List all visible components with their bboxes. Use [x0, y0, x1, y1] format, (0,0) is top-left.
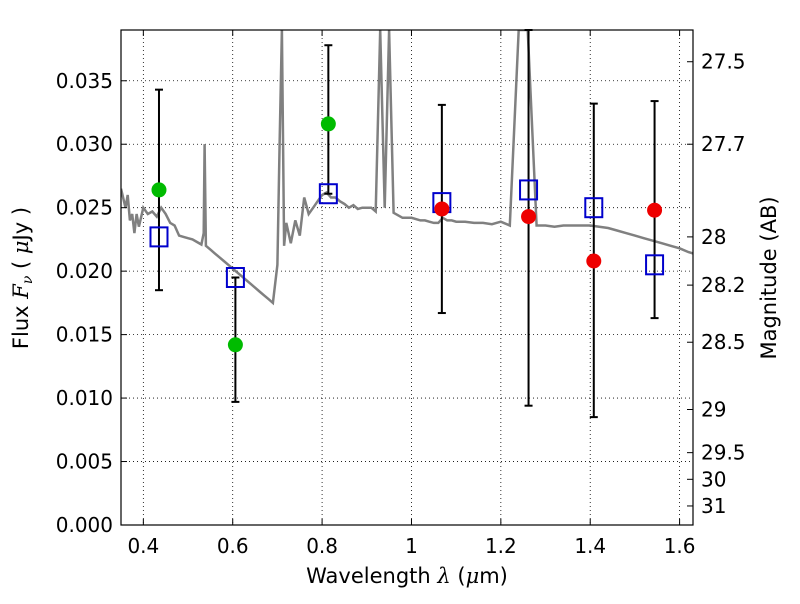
y-tick-label: 0.015 [56, 323, 113, 347]
square-marker [225, 267, 245, 288]
x-tick-label: 1.4 [574, 534, 606, 558]
y2-tick-label: 28.5 [701, 330, 746, 354]
circle-marker [227, 337, 243, 353]
x-tick-label: 1.2 [485, 534, 517, 558]
circle-marker [647, 202, 663, 218]
x-tick-label: 0.6 [217, 534, 249, 558]
square-marker [584, 197, 604, 219]
y2-tick-label: 29 [701, 398, 726, 422]
y2-axis-label: Magnitude (AB) [757, 196, 781, 359]
y-tick-label: 0.005 [56, 450, 113, 474]
plot-frame [120, 29, 694, 526]
y-tick-label: 0.035 [56, 69, 113, 93]
plot-background [121, 30, 693, 525]
y2-tick-label: 28 [701, 225, 726, 249]
y2-axis-ticks: 27.5 27.7 28 28.2 28.5 29 29.530 31 [687, 50, 746, 518]
square-marker [318, 183, 338, 205]
y2-tick-label: 27.5 [701, 50, 746, 74]
x-axis-ticks: 0.4 0.6 0.8 1 1.2 1.4 1.6 [127, 30, 696, 558]
model-spectrum [121, 30, 693, 306]
spectrum-line [121, 30, 693, 306]
y2-tick-label: 29.5 [701, 441, 746, 465]
circle-marker [586, 253, 602, 269]
y-axis-label: Flux Fν ( μJy ) [9, 207, 36, 349]
y2-tick-label: 30 [701, 467, 726, 491]
square-marker [149, 226, 169, 248]
y2-tick-label: 27.7 [701, 132, 746, 156]
y2-tick-label: 28.2 [701, 273, 746, 297]
square-marker [645, 254, 665, 276]
y-tick-label: 0.010 [56, 386, 113, 410]
circle-marker [151, 182, 167, 198]
y2-tick-label: 31 [701, 494, 726, 518]
y-tick-label: 0.025 [56, 196, 113, 220]
circle-marker [521, 209, 537, 225]
x-tick-label: 0.8 [306, 534, 338, 558]
x-tick-label: 1.6 [664, 534, 696, 558]
x-tick-label: 1 [405, 534, 418, 558]
data-markers [149, 116, 665, 353]
y-tick-label: 0.030 [56, 132, 113, 156]
circle-marker [320, 116, 336, 132]
y-axis-ticks: 0.000 0.005 0.010 0.015 0.020 0.025 0.030 0.035 [56, 69, 127, 537]
circle-marker [434, 201, 450, 217]
x-axis-label: Wavelength λ (μm) [306, 564, 508, 588]
y-tick-label: 0.000 [56, 513, 113, 537]
square-marker [519, 179, 539, 201]
y-tick-label: 0.020 [56, 259, 113, 283]
x-tick-label: 0.4 [127, 534, 159, 558]
